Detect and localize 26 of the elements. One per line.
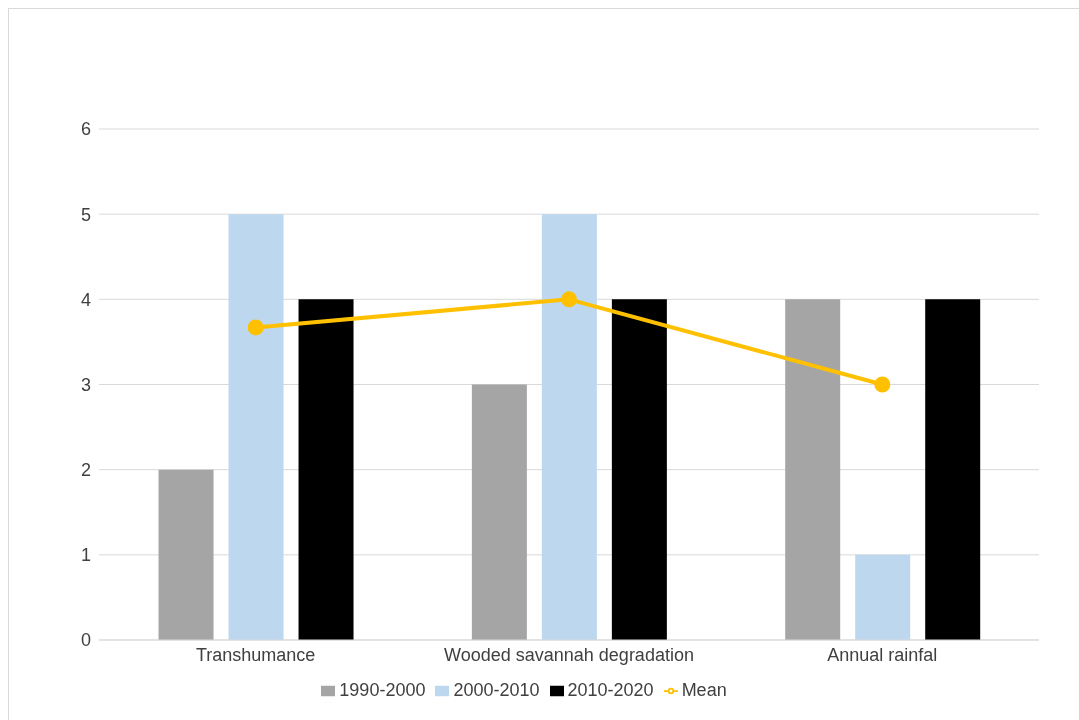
point xyxy=(247,319,264,336)
point xyxy=(874,376,891,393)
legend-label: 2010-2020 xyxy=(567,680,654,700)
legend-label: 1990-2000 xyxy=(339,680,426,700)
bar xyxy=(855,554,911,640)
bar xyxy=(925,299,981,640)
bar xyxy=(298,299,354,640)
bar xyxy=(785,299,841,640)
y-tick-label: 0 xyxy=(80,630,91,651)
point xyxy=(561,291,577,308)
y-tick-label: 5 xyxy=(80,204,91,225)
y-tick-label: 1 xyxy=(80,545,91,566)
y-tick-label: 6 xyxy=(80,119,91,140)
bar xyxy=(228,214,284,640)
bar xyxy=(541,214,597,640)
y-tick-label: 2 xyxy=(80,460,91,481)
x-tick-label: Annual rainfal xyxy=(827,644,938,665)
x-tick-label: Transhumance xyxy=(195,644,316,665)
bar xyxy=(611,299,667,640)
y-tick-label: 3 xyxy=(80,374,91,395)
bar xyxy=(158,469,214,640)
y-tick-label: 4 xyxy=(80,289,91,310)
legend-label: Mean xyxy=(681,680,727,700)
bar xyxy=(471,384,527,640)
x-tick-label: Wooded savannah degradation xyxy=(444,644,694,665)
legend-label: 2000-2010 xyxy=(453,680,540,700)
